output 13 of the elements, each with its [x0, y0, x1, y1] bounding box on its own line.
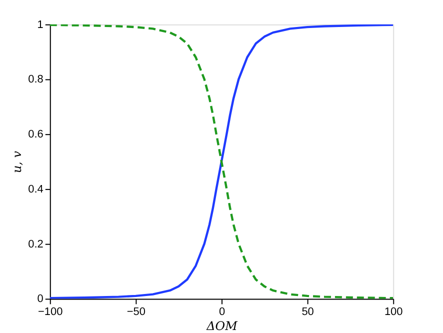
y-tick-label: 1 [37, 18, 44, 31]
x-tick-label: 100 [384, 306, 403, 318]
y-tick-label: 0.8 [28, 74, 44, 86]
y-tick-label: 0 [37, 293, 44, 306]
y-axis-title: u, v [10, 150, 24, 174]
x-axis-title: ΔOM [206, 319, 238, 333]
x-tick-label: −50 [126, 306, 146, 318]
x-tick-label: 50 [302, 306, 314, 318]
y-tick-label: 0.4 [28, 183, 44, 196]
y-tick-label: 0.6 [28, 128, 44, 141]
x-tick-label: −100 [38, 306, 63, 318]
y-tick-label: 0.2 [28, 238, 44, 250]
x-tick-label: 0 [218, 306, 226, 318]
